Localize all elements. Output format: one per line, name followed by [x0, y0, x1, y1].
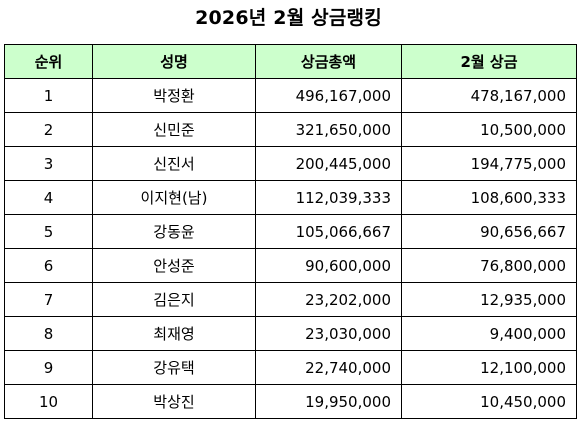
rank-cell: 9 [4, 350, 93, 385]
column-header-rank: 순위 [4, 44, 93, 79]
total-prize-cell: 105,066,667 [255, 214, 402, 249]
february-prize-cell: 108,600,333 [401, 180, 577, 215]
column-header-total-prize: 상금총액 [255, 44, 402, 79]
table-row: 6 안성준 90,600,000 76,800,000 [4, 248, 577, 283]
name-cell: 신진서 [92, 146, 256, 181]
table-header: 순위 성명 상금총액 2월 상금 [4, 44, 577, 79]
column-header-february-prize: 2월 상금 [401, 44, 577, 79]
header-row: 순위 성명 상금총액 2월 상금 [4, 44, 577, 79]
february-prize-cell: 10,500,000 [401, 112, 577, 147]
page-title: 2026년 2월 상금랭킹 [195, 7, 382, 29]
rank-cell: 10 [4, 384, 93, 419]
table-row: 1 박정환 496,167,000 478,167,000 [4, 78, 577, 113]
rank-cell: 5 [4, 214, 93, 249]
rank-cell: 4 [4, 180, 93, 215]
table-row: 10 박상진 19,950,000 10,450,000 [4, 384, 577, 419]
name-cell: 신민준 [92, 112, 256, 147]
table-row: 5 강동윤 105,066,667 90,656,667 [4, 214, 577, 249]
name-cell: 이지현(남) [92, 180, 256, 215]
rank-cell: 7 [4, 282, 93, 317]
february-prize-cell: 10,450,000 [401, 384, 577, 419]
rank-cell: 8 [4, 316, 93, 351]
name-cell: 강유택 [92, 350, 256, 385]
total-prize-cell: 90,600,000 [255, 248, 402, 283]
table-row: 4 이지현(남) 112,039,333 108,600,333 [4, 180, 577, 215]
name-cell: 안성준 [92, 248, 256, 283]
total-prize-cell: 200,445,000 [255, 146, 402, 181]
table-body: 1 박정환 496,167,000 478,167,000 2 신민준 321,… [4, 78, 577, 419]
total-prize-cell: 496,167,000 [255, 78, 402, 113]
name-cell: 박상진 [92, 384, 256, 419]
total-prize-cell: 19,950,000 [255, 384, 402, 419]
name-cell: 강동윤 [92, 214, 256, 249]
rank-cell: 3 [4, 146, 93, 181]
february-prize-cell: 12,935,000 [401, 282, 577, 317]
rank-cell: 2 [4, 112, 93, 147]
february-prize-cell: 90,656,667 [401, 214, 577, 249]
table-row: 2 신민준 321,650,000 10,500,000 [4, 112, 577, 147]
table-row: 9 강유택 22,740,000 12,100,000 [4, 350, 577, 385]
table-row: 7 김은지 23,202,000 12,935,000 [4, 282, 577, 317]
rank-cell: 1 [4, 78, 93, 113]
name-cell: 김은지 [92, 282, 256, 317]
total-prize-cell: 112,039,333 [255, 180, 402, 215]
column-header-name: 성명 [92, 44, 256, 79]
rank-cell: 6 [4, 248, 93, 283]
prize-ranking-table: 순위 성명 상금총액 2월 상금 1 박정환 496,167,000 478,1… [4, 44, 577, 419]
name-cell: 최재영 [92, 316, 256, 351]
total-prize-cell: 23,202,000 [255, 282, 402, 317]
table-row: 8 최재영 23,030,000 9,400,000 [4, 316, 577, 351]
total-prize-cell: 22,740,000 [255, 350, 402, 385]
february-prize-cell: 194,775,000 [401, 146, 577, 181]
table-row: 3 신진서 200,445,000 194,775,000 [4, 146, 577, 181]
february-prize-cell: 12,100,000 [401, 350, 577, 385]
february-prize-cell: 478,167,000 [401, 78, 577, 113]
total-prize-cell: 321,650,000 [255, 112, 402, 147]
february-prize-cell: 76,800,000 [401, 248, 577, 283]
total-prize-cell: 23,030,000 [255, 316, 402, 351]
february-prize-cell: 9,400,000 [401, 316, 577, 351]
name-cell: 박정환 [92, 78, 256, 113]
